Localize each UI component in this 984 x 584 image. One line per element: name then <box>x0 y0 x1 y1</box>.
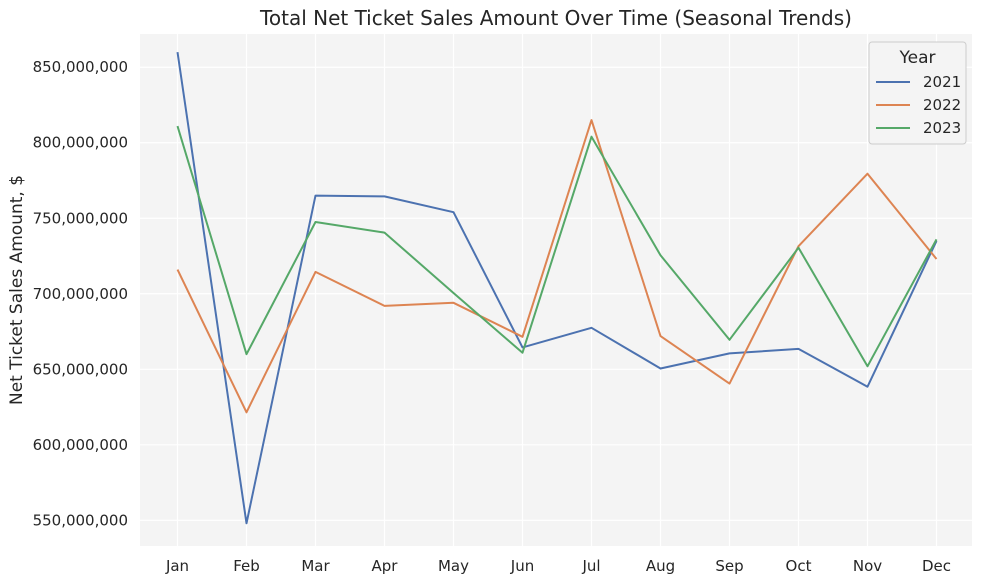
x-tick-label: Nov <box>853 557 882 575</box>
chart-title: Total Net Ticket Sales Amount Over Time … <box>259 6 852 30</box>
x-tick-label: Aug <box>646 557 675 575</box>
y-tick-label: 700,000,000 <box>33 285 128 303</box>
x-tick-label: Oct <box>786 557 812 575</box>
plot-area <box>140 34 972 546</box>
legend: Year 2021 2022 2023 <box>868 41 967 145</box>
series-line-2021 <box>176 51 938 525</box>
legend-label: 2023 <box>923 119 961 137</box>
y-tick-label: 800,000,000 <box>33 134 128 152</box>
legend-title: Year <box>899 48 936 68</box>
x-tick-label: Apr <box>372 557 399 575</box>
x-tick-label: Sep <box>715 557 743 575</box>
series-line-2022 <box>176 119 938 414</box>
x-tick-label: Feb <box>233 557 260 575</box>
x-tick-label: Mar <box>301 557 330 575</box>
y-axis: 550,000,000 600,000,000 650,000,000 700,000… <box>33 58 128 529</box>
x-axis: Jan Feb Mar Apr May Jun Jul Aug Sep Oct Nov Dec <box>165 557 951 575</box>
x-tick-label: Dec <box>922 557 951 575</box>
series-line-2023 <box>176 125 938 368</box>
x-tick-label: Jan <box>165 557 189 575</box>
y-axis-label: Net Ticket Sales Amount, $ <box>7 175 27 405</box>
x-tick-label: May <box>438 557 469 575</box>
y-tick-label: 850,000,000 <box>33 58 128 76</box>
series-lines <box>176 51 938 525</box>
x-tick-label: Jul <box>581 557 600 575</box>
x-tick-label: Jun <box>510 557 534 575</box>
y-tick-label: 650,000,000 <box>33 360 128 378</box>
legend-label: 2022 <box>923 96 961 114</box>
y-tick-label: 550,000,000 <box>33 511 128 529</box>
legend-box <box>868 41 967 145</box>
legend-entries: 2021 2022 2023 <box>876 73 961 137</box>
y-tick-label: 750,000,000 <box>33 209 128 227</box>
legend-label: 2021 <box>923 73 961 91</box>
grid <box>140 34 972 546</box>
y-tick-label: 600,000,000 <box>33 436 128 454</box>
